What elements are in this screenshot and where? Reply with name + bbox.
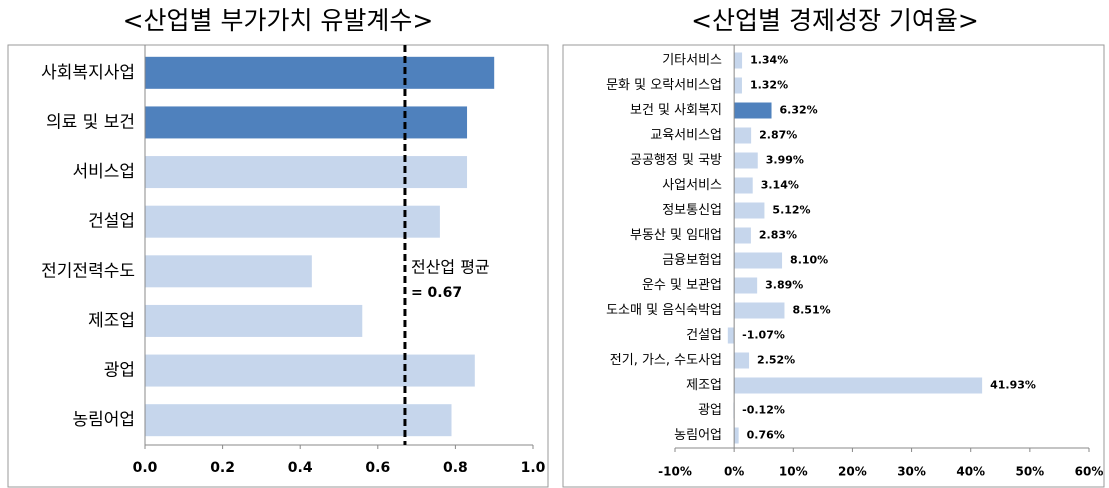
x-tick-label: 0.4 [288, 460, 313, 476]
bar [145, 255, 312, 288]
annotation: = 0.67 [411, 285, 462, 301]
y-tick-label: 사회복지사업 [41, 63, 135, 83]
data-label: 5.12% [772, 204, 810, 217]
bar [734, 302, 785, 319]
y-tick-label: 건설업 [88, 212, 135, 232]
y-tick-label: 교육서비스업 [650, 128, 722, 143]
x-tick-label: 0% [724, 465, 744, 479]
y-tick-label: 정보통신업 [662, 203, 722, 218]
bar [734, 177, 753, 194]
bar [734, 227, 751, 244]
data-label: 6.32% [780, 104, 818, 117]
x-tick-label: 1.0 [521, 460, 546, 476]
y-tick-label: 도소매 및 음식숙박업 [606, 303, 722, 318]
y-tick-label: 공공행정 및 국방 [630, 152, 722, 168]
bar [145, 156, 468, 189]
bar [145, 106, 468, 139]
y-tick-label: 서비스업 [72, 162, 135, 182]
data-label: 41.93% [990, 379, 1036, 392]
data-label: 8.51% [792, 304, 830, 317]
y-tick-label: 제조업 [686, 378, 722, 393]
bar [734, 202, 765, 219]
x-tick-label: 50% [1015, 465, 1044, 479]
y-tick-label: 광업 [698, 403, 722, 418]
annotation: 전산업 평균 [411, 258, 490, 277]
x-tick-label: 60% [1075, 465, 1104, 479]
data-label: 0.76% [747, 429, 785, 442]
bar [734, 52, 743, 69]
bar [734, 277, 758, 294]
y-tick-label: 농림어업 [674, 428, 722, 443]
y-tick-label: 문화 및 오락서비스업 [606, 78, 722, 93]
bar [145, 56, 495, 89]
data-label: 3.99% [766, 154, 804, 167]
y-tick-label: 사업서비스 [662, 178, 722, 193]
x-tick-label: 30% [897, 465, 926, 479]
bar [734, 352, 750, 369]
y-tick-label: 기타서비스 [662, 53, 722, 68]
bar [145, 304, 363, 337]
y-tick-label: 건설업 [686, 328, 722, 343]
x-tick-label: -10% [658, 465, 692, 479]
y-tick-label: 운수 및 보관업 [642, 278, 722, 293]
bar [734, 377, 983, 394]
x-tick-label: 0.0 [133, 460, 158, 476]
data-label: -0.12% [742, 404, 785, 417]
data-label: -1.07% [742, 329, 785, 342]
chart-title: <산업별 경제성장 기여율> [691, 6, 979, 35]
y-tick-label: 농림어업 [72, 410, 135, 430]
data-label: 2.87% [759, 129, 797, 142]
y-tick-label: 의료 및 보건 [46, 112, 135, 132]
bar [734, 102, 772, 119]
y-tick-label: 제조업 [88, 311, 135, 331]
bar [734, 252, 783, 269]
bar [145, 354, 475, 387]
chart-title: <산업별 부가가치 유발계수> [123, 6, 434, 35]
x-tick-label: 0.6 [365, 460, 390, 476]
data-label: 2.52% [757, 354, 795, 367]
y-tick-label: 전기전력수도 [41, 261, 135, 281]
y-tick-label: 전기, 가스, 수도사업 [610, 353, 722, 368]
x-tick-label: 0.8 [443, 460, 468, 476]
data-label: 1.34% [750, 54, 788, 67]
bar [734, 152, 758, 169]
y-tick-label: 보건 및 사회복지 [630, 103, 722, 118]
bar [734, 77, 742, 94]
data-label: 3.14% [761, 179, 799, 192]
bar [145, 205, 440, 238]
y-tick-label: 금융보험업 [662, 253, 722, 268]
plot-frame [7, 44, 549, 488]
bar [727, 327, 735, 344]
x-tick-label: 40% [956, 465, 985, 479]
x-tick-label: 0.2 [210, 460, 235, 476]
y-tick-label: 부동산 및 임대업 [630, 228, 722, 243]
data-label: 1.32% [750, 79, 788, 92]
plot-frame [562, 44, 1105, 488]
bar [734, 427, 739, 444]
bar [734, 127, 752, 144]
bar [145, 404, 452, 437]
x-tick-label: 10% [779, 465, 808, 479]
data-label: 2.83% [759, 229, 797, 242]
data-label: 8.10% [790, 254, 828, 267]
y-tick-label: 광업 [104, 361, 135, 381]
data-label: 3.89% [765, 279, 803, 292]
x-tick-label: 20% [838, 465, 867, 479]
